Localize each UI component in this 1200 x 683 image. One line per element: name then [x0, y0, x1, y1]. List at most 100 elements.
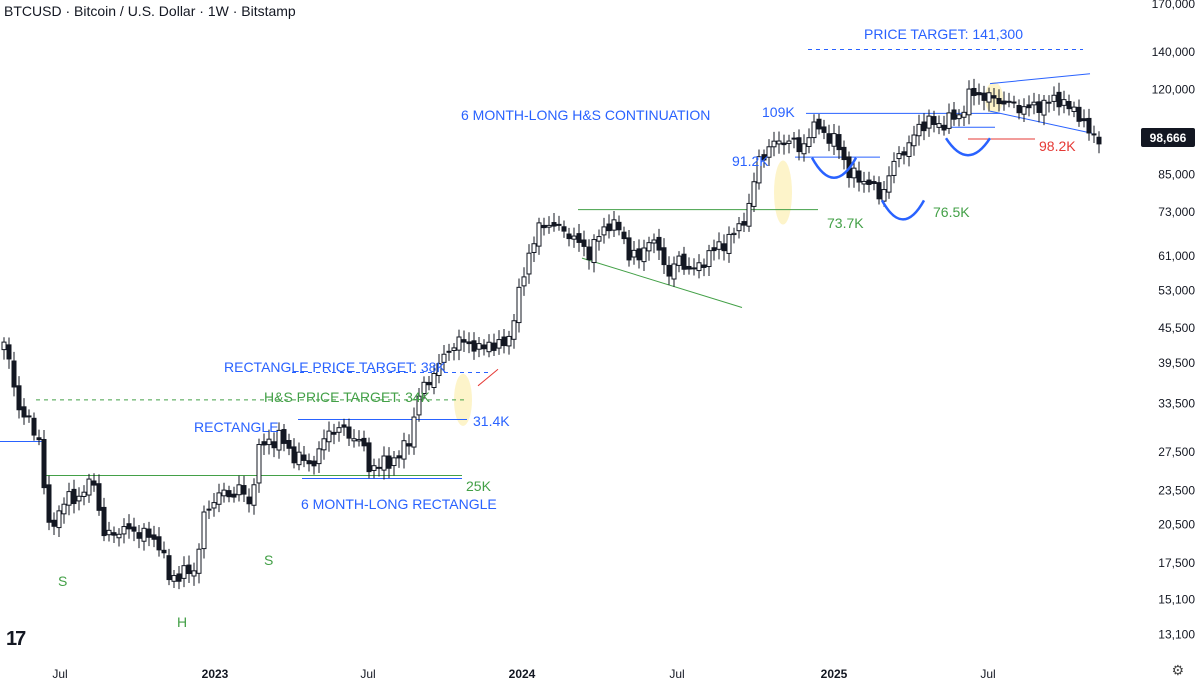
- candle-body: [101, 506, 107, 537]
- candle-body: [81, 491, 87, 497]
- highlight-73k: [774, 160, 792, 225]
- candle-body: [471, 340, 477, 352]
- candle-body: [176, 573, 182, 582]
- candle-body: [536, 222, 542, 247]
- candle-body: [161, 549, 167, 554]
- candle-body: [1001, 100, 1007, 105]
- candle-body: [336, 427, 342, 433]
- candle-body: [126, 523, 132, 530]
- candle-body: [111, 532, 117, 536]
- candle-body: [816, 118, 822, 130]
- level-25k-label: 25K: [466, 478, 492, 494]
- y-tick-label: 120,000: [1152, 83, 1196, 97]
- candlesticks: [1, 78, 1102, 590]
- candle-body: [746, 202, 752, 227]
- candle-body: [476, 343, 482, 350]
- candle-body: [946, 112, 952, 129]
- candle-body: [776, 140, 782, 145]
- candle-body: [291, 446, 297, 464]
- candle-body: [716, 241, 722, 250]
- candle-body: [86, 478, 92, 496]
- candle-body: [516, 286, 522, 324]
- candle-body: [761, 154, 767, 161]
- candle-body: [391, 457, 397, 467]
- candle-body: [501, 336, 507, 347]
- rectangle-label: RECTANGLE: [194, 419, 279, 435]
- candle-body: [46, 484, 52, 523]
- candle-body: [981, 92, 987, 101]
- candle-body: [986, 92, 992, 103]
- candle-body: [221, 489, 227, 497]
- candle-body: [631, 249, 637, 258]
- current-price-badge: [1141, 128, 1195, 147]
- candle-body: [531, 243, 537, 253]
- candle-body: [916, 123, 922, 137]
- current-price-label: 98,666: [1150, 131, 1187, 145]
- candle-body: [26, 415, 32, 418]
- price-axis[interactable]: 13,100 15,100 17,500 20,500 23,500 27,500 33,5…: [1152, 0, 1196, 641]
- candle-body: [881, 189, 887, 202]
- candle-body: [406, 443, 412, 447]
- settings-icon[interactable]: ⚙: [1171, 662, 1184, 678]
- candle-body: [956, 114, 962, 120]
- candle-body: [931, 116, 937, 125]
- candle-body: [76, 495, 82, 502]
- candle-body: [366, 442, 372, 473]
- candle-body: [591, 239, 597, 264]
- candle-body: [356, 438, 362, 442]
- candle-body: [96, 483, 102, 511]
- candle-body: [241, 485, 247, 495]
- candle-body: [1046, 101, 1052, 104]
- candle-body: [1066, 101, 1072, 110]
- y-tick-label: 15,100: [1158, 593, 1195, 607]
- level-73k-label: 73.7K: [827, 215, 864, 231]
- candle-body: [951, 109, 957, 120]
- candle-body: [1076, 106, 1082, 122]
- candle-body: [781, 142, 787, 146]
- candle-body: [576, 233, 582, 243]
- candle-body: [991, 95, 997, 99]
- candle-body: [641, 247, 647, 263]
- candle-body: [696, 262, 702, 272]
- rect-target-label: RECTANGLE PRICE TARGET: 38K: [224, 359, 446, 375]
- time-axis[interactable]: Jul 2023 Jul 2024 Jul 2025 Jul: [52, 667, 995, 681]
- candle-body: [1021, 106, 1027, 115]
- candle-body: [526, 252, 532, 275]
- y-tick-label: 39,500: [1158, 356, 1195, 370]
- candle-body: [541, 224, 547, 229]
- candle-body: [251, 484, 257, 506]
- candle-body: [721, 243, 727, 252]
- candle-body: [886, 175, 892, 193]
- candle-body: [426, 381, 432, 386]
- candle-body: [1, 341, 7, 351]
- candle-body: [421, 381, 427, 394]
- candle-body: [266, 438, 272, 446]
- candle-body: [326, 430, 332, 443]
- level-76k-label: 76.5K: [933, 204, 970, 220]
- candle-body: [226, 490, 232, 498]
- candle-body: [861, 180, 867, 185]
- candle-body: [66, 491, 72, 506]
- candle-body: [646, 242, 652, 252]
- candle-body: [621, 231, 627, 240]
- candle-body: [706, 250, 712, 268]
- candle-body: [196, 548, 202, 574]
- candle-body: [1041, 99, 1047, 116]
- candle-body: [461, 339, 467, 343]
- candle-body: [106, 529, 112, 536]
- x-tick-label: 2023: [202, 667, 229, 681]
- y-tick-label: 140,000: [1152, 45, 1196, 59]
- candle-body: [431, 373, 437, 389]
- tradingview-logo-icon[interactable]: 17: [6, 628, 26, 650]
- candle-body: [676, 255, 682, 266]
- candle-body: [351, 438, 357, 442]
- candle-body: [656, 236, 662, 251]
- y-tick-label: 45,500: [1158, 321, 1195, 335]
- candle-body: [1051, 94, 1057, 102]
- candle-body: [436, 363, 442, 376]
- cup-left: [810, 157, 858, 179]
- y-tick-label: 27,500: [1158, 445, 1195, 459]
- x-tick-label: Jul: [52, 667, 67, 681]
- candle-body: [666, 264, 672, 277]
